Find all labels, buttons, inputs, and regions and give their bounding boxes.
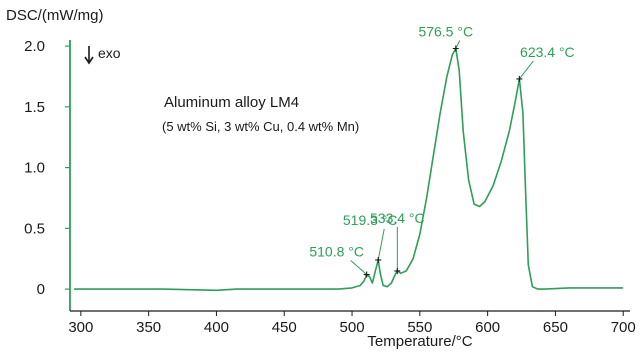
alloy-title: Aluminum alloy LM4	[164, 94, 299, 111]
peak-leader-line	[377, 228, 385, 261]
x-tick-label: 300	[68, 319, 93, 336]
y-ticks: 0 0.5 1.0 1.5 2.0	[24, 38, 70, 298]
x-tick-label: 350	[136, 319, 161, 336]
x-axis-title: Temperature/°C	[367, 333, 472, 350]
y-tick-label: 2.0	[24, 38, 45, 55]
x-ticks: 300 350 400 450 500 550 600 650 700	[68, 311, 636, 336]
peak-marker	[363, 271, 370, 278]
peak-leader-line	[518, 60, 534, 80]
x-tick-label: 450	[272, 319, 297, 336]
exo-label: exo	[98, 45, 121, 61]
peak-marker	[394, 267, 401, 274]
x-tick-label: 600	[475, 319, 500, 336]
peak-marker	[452, 45, 459, 52]
x-tick-label: 400	[204, 319, 229, 336]
peak-label: 519.3 °C	[343, 212, 398, 228]
peak-label: 533.4 °C	[370, 210, 425, 226]
y-tick-label: 1.0	[24, 160, 45, 177]
peak-label: 576.5 °C	[418, 24, 473, 40]
exo-direction-marker: exo	[84, 45, 121, 65]
down-arrow-icon	[84, 46, 94, 65]
alloy-composition: (5 wt% Si, 3 wt% Cu, 0.4 wt% Mn)	[162, 119, 359, 134]
dsc-curve	[74, 47, 624, 292]
y-tick-label: 0.5	[24, 220, 45, 237]
y-tick-label: 0	[37, 281, 45, 298]
y-tick-label: 1.5	[24, 99, 45, 116]
y-axis-title: DSC/(mW/mg)	[6, 7, 104, 24]
peak-marker	[375, 256, 382, 263]
peak-label: 623.4 °C	[520, 44, 575, 60]
x-tick-label: 500	[340, 319, 365, 336]
x-tick-label: 550	[407, 319, 432, 336]
peak-label: 510.8 °C	[309, 244, 364, 260]
axes	[69, 40, 630, 312]
x-tick-label: 700	[611, 319, 636, 336]
plot-series	[74, 47, 624, 292]
x-tick-label: 650	[543, 319, 568, 336]
peak-leader-line	[455, 40, 461, 49]
peak-marker	[516, 75, 523, 82]
peak-leader-line	[350, 260, 368, 275]
